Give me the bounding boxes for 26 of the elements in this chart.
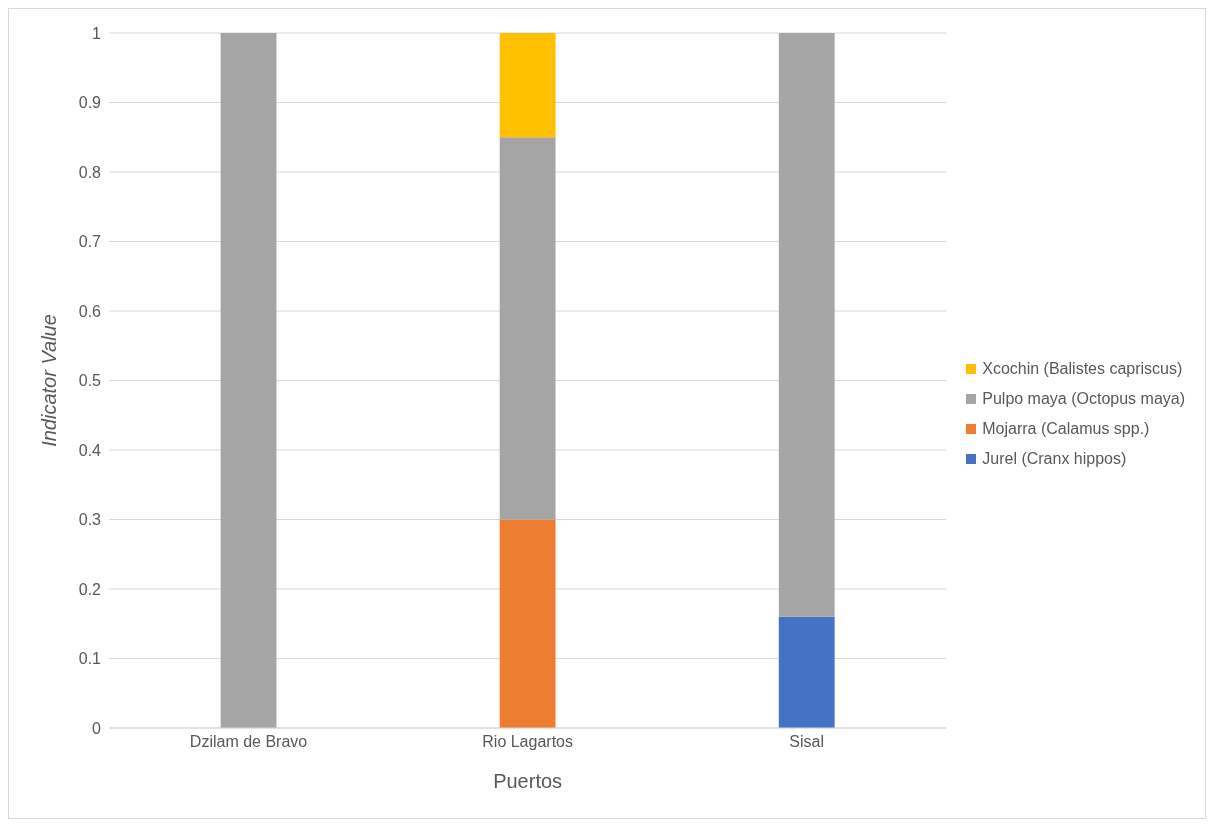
y-axis-title: Indicator Value	[38, 314, 61, 447]
legend-label: Pulpo maya (Octopus maya)	[982, 389, 1185, 408]
bar	[778, 33, 835, 617]
y-tick-label: 0	[92, 719, 102, 737]
y-tick-label: 0.6	[78, 302, 102, 320]
legend-label: Xcochin (Balistes capriscus)	[982, 359, 1183, 378]
y-tick-label: 0.8	[78, 163, 102, 181]
bar	[499, 519, 556, 728]
legend-label: Jurel (Cranx hippos)	[982, 449, 1127, 468]
x-axis-title: Puertos	[493, 770, 563, 792]
bar	[499, 33, 556, 138]
bar	[220, 33, 277, 728]
y-tick-label: 0.1	[78, 650, 102, 668]
bar	[499, 137, 556, 520]
y-tick-label: 0.4	[78, 441, 102, 459]
y-tick-label: 0.3	[78, 511, 102, 529]
y-tick-label: 0.7	[78, 233, 102, 251]
x-tick-label: Rio Lagartos	[482, 733, 573, 751]
y-tick-label: 0.5	[78, 372, 102, 390]
y-tick-label: 1	[92, 24, 102, 42]
y-tick-label: 0.2	[78, 580, 102, 598]
x-tick-label: Sisal	[789, 733, 825, 751]
legend-label: Mojarra (Calamus spp.)	[982, 419, 1150, 438]
bar	[778, 616, 835, 728]
y-tick-label: 0.9	[78, 94, 102, 112]
x-tick-label: Dzilam de Bravo	[189, 733, 308, 751]
